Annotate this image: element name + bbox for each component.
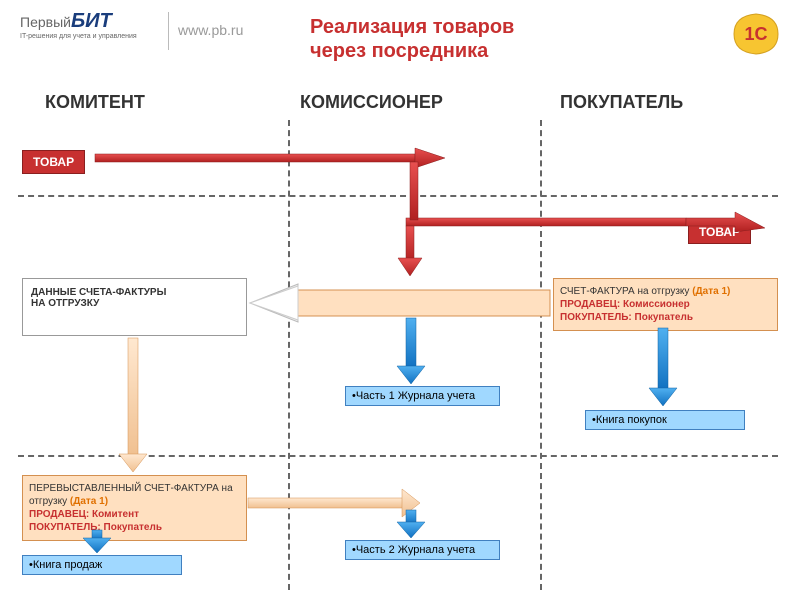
- column-header-pokupatel: ПОКУПАТЕЛЬ: [560, 92, 683, 113]
- vertical-divider-1: [288, 120, 290, 590]
- schet-faktura-label: СЧЕТ-ФАКТУРА на отгрузку: [560, 286, 692, 297]
- column-header-komissioner: КОМИССИОНЕР: [300, 92, 443, 113]
- header-separator: [168, 12, 169, 50]
- title-line-1: Реализация товаров: [310, 15, 514, 39]
- box-perevystavlenny: ПЕРЕВЫСТАВЛЕННЫЙ СЧЕТ-ФАКТУРА на отгрузк…: [22, 475, 247, 541]
- logo-bit: ПервыйБИТ IT-решения для учета и управле…: [20, 10, 137, 40]
- arrow-schet-to-dannye: [250, 284, 550, 322]
- arrow-down-to-schet-faktura: [398, 226, 422, 276]
- arrow-down-to-chast2: [397, 510, 425, 538]
- prodavec-komissioner: ПРОДАВЕЦ: Комиссионер: [560, 299, 690, 310]
- data1-text: (Дата 1): [692, 286, 730, 297]
- box-dannye: ДАННЫЕ СЧЕТА-ФАКТУРЫ НА ОТГРУЗКУ: [22, 278, 247, 336]
- arrow-peach-to-chast1: [397, 318, 425, 384]
- column-header-komitent: КОМИТЕНТ: [45, 92, 145, 113]
- arrow-perevystavlenny-to-chast2: [248, 489, 420, 517]
- logo-bit-text: БИТ: [71, 10, 112, 32]
- arrow-dannye-to-perevystavlenny: [119, 338, 147, 472]
- box-tovar-2: ТОВАР: [688, 220, 751, 244]
- site-url: www.pb.ru: [178, 22, 243, 38]
- vertical-divider-2: [540, 120, 542, 590]
- box-kniga-pokupok: •Книга покупок: [585, 410, 745, 430]
- prodavec-komitent: ПРОДАВЕЦ: Комитент: [29, 509, 139, 520]
- arrow-tovar-to-komissioner: [95, 148, 445, 168]
- pokupatel-pokupatel-2: ПОКУПАТЕЛЬ: Покупатель: [29, 522, 162, 533]
- logo-first-text: Первый: [20, 14, 71, 30]
- svg-text:1C: 1C: [744, 24, 767, 44]
- page-title: Реализация товаров через посредника: [310, 15, 514, 63]
- box-schet-faktura: СЧЕТ-ФАКТУРА на отгрузку (Дата 1) ПРОДАВ…: [553, 278, 778, 331]
- box-tovar-1: ТОВАР: [22, 150, 85, 174]
- arrow-schet-to-kniga-pokupok: [649, 328, 677, 406]
- box-chast2: •Часть 2 Журнала учета: [345, 540, 500, 560]
- data1-text-2: (Дата 1): [70, 496, 108, 507]
- horizontal-divider-2: [18, 455, 778, 457]
- box-chast1: •Часть 1 Журнала учета: [345, 386, 500, 406]
- title-line-2: через посредника: [310, 39, 514, 63]
- logo-subtitle: IT-решения для учета и управления: [20, 33, 137, 40]
- horizontal-divider-1: [18, 195, 778, 197]
- box-kniga-prodazh: •Книга продаж: [22, 555, 182, 575]
- logo-1c-icon: 1C: [732, 10, 780, 58]
- perevystavlenny-label: ПЕРЕВЫСТАВЛЕННЫЙ СЧЕТ-ФАКТУРА на отгрузк…: [29, 483, 233, 507]
- pokupatel-pokupatel: ПОКУПАТЕЛЬ: Покупатель: [560, 312, 693, 323]
